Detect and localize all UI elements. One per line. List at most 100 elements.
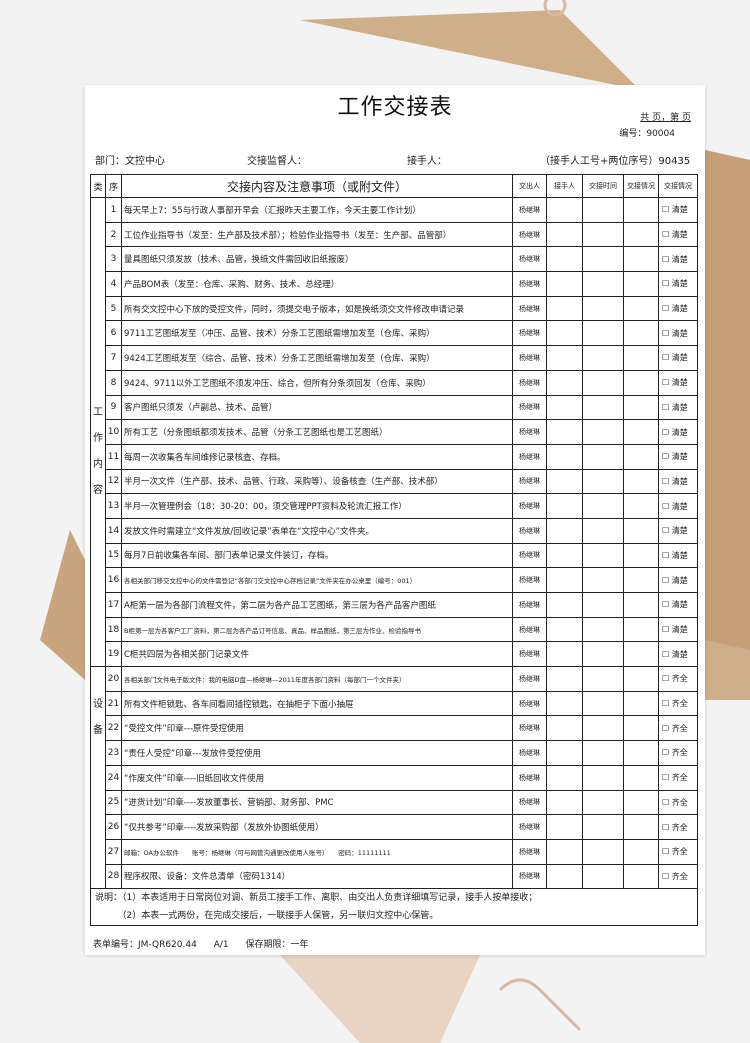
row-status-blank[interactable] (623, 666, 659, 692)
row-receiver[interactable] (546, 616, 583, 643)
row-status-checkbox[interactable]: ☐ 齐全 (658, 715, 698, 742)
row-receiver[interactable] (546, 271, 583, 297)
row-status-blank[interactable] (623, 246, 659, 273)
row-status-checkbox[interactable]: ☐ 齐全 (658, 789, 698, 816)
row-status-checkbox[interactable]: ☐ 齐全 (658, 764, 698, 791)
row-receiver[interactable] (546, 246, 583, 273)
row-time[interactable] (582, 295, 624, 322)
row-receiver[interactable] (546, 740, 583, 766)
row-status-blank[interactable] (623, 863, 659, 890)
row-status-blank[interactable] (623, 740, 659, 766)
row-time[interactable] (582, 197, 624, 223)
row-status-blank[interactable] (623, 616, 659, 643)
row-status-blank[interactable] (623, 320, 659, 347)
row-time[interactable] (582, 715, 624, 742)
row-receiver[interactable] (546, 517, 583, 544)
row-status-blank[interactable] (623, 345, 659, 371)
row-time[interactable] (582, 369, 624, 396)
row-receiver[interactable] (546, 369, 583, 396)
row-status-checkbox[interactable]: ☐ 清楚 (658, 567, 698, 593)
row-receiver[interactable] (546, 443, 583, 470)
row-receiver[interactable] (546, 221, 583, 248)
row-time[interactable] (582, 493, 624, 519)
row-time[interactable] (582, 517, 624, 544)
row-status-blank[interactable] (623, 468, 659, 495)
row-receiver[interactable] (546, 690, 583, 717)
row-time[interactable] (582, 320, 624, 347)
row-status-blank[interactable] (623, 814, 659, 840)
row-receiver[interactable] (546, 715, 583, 742)
row-time[interactable] (582, 789, 624, 816)
row-status-checkbox[interactable]: ☐ 清楚 (658, 246, 698, 273)
row-status-blank[interactable] (623, 493, 659, 519)
row-status-blank[interactable] (623, 715, 659, 742)
row-time[interactable] (582, 740, 624, 766)
row-status-blank[interactable] (623, 789, 659, 816)
row-status-blank[interactable] (623, 567, 659, 593)
row-receiver[interactable] (546, 419, 583, 445)
row-status-checkbox[interactable]: ☐ 清楚 (658, 419, 698, 445)
row-time[interactable] (582, 666, 624, 692)
row-status-checkbox[interactable]: ☐ 清楚 (658, 345, 698, 371)
row-status-checkbox[interactable]: ☐ 齐全 (658, 690, 698, 717)
row-status-checkbox[interactable]: ☐ 清楚 (658, 517, 698, 544)
row-status-blank[interactable] (623, 517, 659, 544)
row-time[interactable] (582, 443, 624, 470)
row-receiver[interactable] (546, 567, 583, 593)
row-receiver[interactable] (546, 295, 583, 322)
row-status-blank[interactable] (623, 369, 659, 396)
row-receiver[interactable] (546, 320, 583, 347)
row-status-blank[interactable] (623, 295, 659, 322)
row-status-checkbox[interactable]: ☐ 清楚 (658, 592, 698, 618)
row-receiver[interactable] (546, 493, 583, 519)
row-status-blank[interactable] (623, 838, 659, 865)
row-time[interactable] (582, 567, 624, 593)
row-status-checkbox[interactable]: ☐ 齐全 (658, 740, 698, 766)
row-time[interactable] (582, 468, 624, 495)
row-status-blank[interactable] (623, 764, 659, 791)
row-time[interactable] (582, 616, 624, 643)
row-status-blank[interactable] (623, 443, 659, 470)
row-time[interactable] (582, 246, 624, 273)
row-status-blank[interactable] (623, 592, 659, 618)
row-status-blank[interactable] (623, 641, 659, 668)
row-time[interactable] (582, 764, 624, 791)
row-status-checkbox[interactable]: ☐ 清楚 (658, 320, 698, 347)
row-status-checkbox[interactable]: ☐ 清楚 (658, 295, 698, 322)
row-status-checkbox[interactable]: ☐ 清楚 (658, 468, 698, 495)
row-time[interactable] (582, 690, 624, 717)
row-time[interactable] (582, 592, 624, 618)
row-time[interactable] (582, 221, 624, 248)
row-status-blank[interactable] (623, 271, 659, 297)
row-receiver[interactable] (546, 838, 583, 865)
row-status-blank[interactable] (623, 542, 659, 569)
row-time[interactable] (582, 394, 624, 421)
row-status-checkbox[interactable]: ☐ 清楚 (658, 616, 698, 643)
row-receiver[interactable] (546, 666, 583, 692)
row-receiver[interactable] (546, 345, 583, 371)
row-status-checkbox[interactable]: ☐ 齐全 (658, 666, 698, 692)
row-status-checkbox[interactable]: ☐ 清楚 (658, 443, 698, 470)
row-status-checkbox[interactable]: ☐ 清楚 (658, 394, 698, 421)
row-receiver[interactable] (546, 764, 583, 791)
row-time[interactable] (582, 838, 624, 865)
row-receiver[interactable] (546, 789, 583, 816)
row-status-checkbox[interactable]: ☐ 清楚 (658, 197, 698, 223)
row-status-checkbox[interactable]: ☐ 清楚 (658, 271, 698, 297)
row-status-checkbox[interactable]: ☐ 齐全 (658, 814, 698, 840)
row-status-blank[interactable] (623, 419, 659, 445)
row-time[interactable] (582, 542, 624, 569)
row-time[interactable] (582, 641, 624, 668)
row-receiver[interactable] (546, 863, 583, 890)
row-time[interactable] (582, 814, 624, 840)
row-status-checkbox[interactable]: ☐ 清楚 (658, 369, 698, 396)
row-time[interactable] (582, 345, 624, 371)
row-receiver[interactable] (546, 197, 583, 223)
row-receiver[interactable] (546, 542, 583, 569)
row-status-checkbox[interactable]: ☐ 清楚 (658, 641, 698, 668)
row-status-checkbox[interactable]: ☐ 清楚 (658, 542, 698, 569)
row-receiver[interactable] (546, 468, 583, 495)
row-receiver[interactable] (546, 814, 583, 840)
row-status-blank[interactable] (623, 197, 659, 223)
row-status-blank[interactable] (623, 221, 659, 248)
